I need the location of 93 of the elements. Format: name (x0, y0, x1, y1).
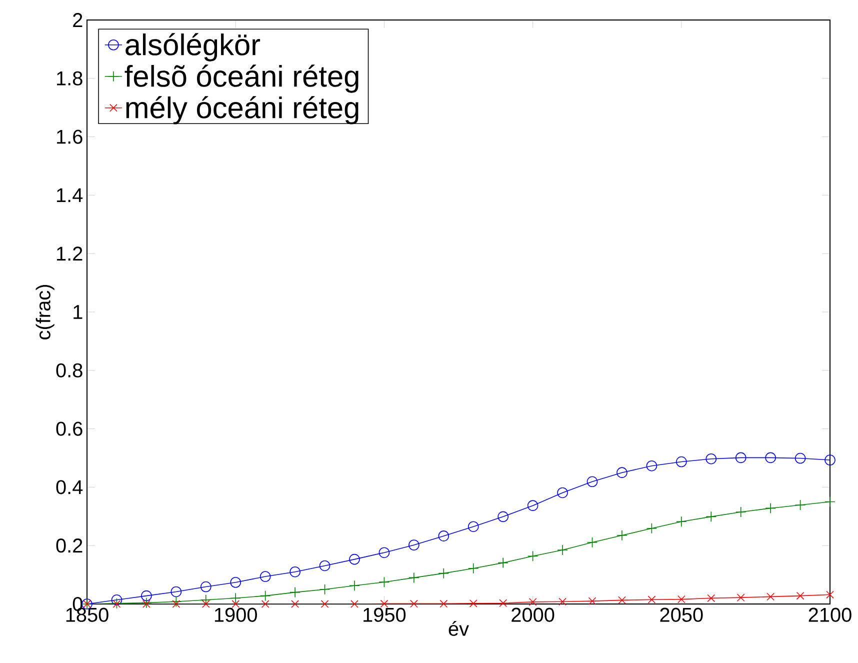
point (618, 596, 626, 604)
x-tick-label: 1900 (214, 608, 257, 622)
point (736, 594, 745, 602)
point (735, 506, 746, 518)
point (232, 600, 240, 608)
point (586, 476, 598, 488)
point (826, 590, 834, 599)
point (794, 500, 806, 510)
x-tick-label: 2050 (660, 608, 703, 622)
y-tick-label: 0.6 (56, 422, 82, 436)
point (378, 576, 390, 588)
point (824, 496, 836, 508)
point (765, 452, 776, 464)
point (438, 568, 450, 579)
point (468, 562, 479, 574)
legend-label: alsólégkör (126, 33, 260, 62)
point (319, 584, 330, 595)
x-tick-label: 2100 (808, 608, 852, 622)
x-tick-label: 2000 (512, 608, 554, 622)
y-tick-label: 1.8 (57, 71, 82, 86)
point (824, 454, 836, 466)
point (320, 600, 329, 608)
y-tick-label: 1 (74, 305, 82, 319)
point (291, 600, 299, 608)
point (794, 452, 806, 464)
point (290, 566, 300, 578)
point (260, 571, 271, 582)
point (677, 595, 686, 604)
point (469, 599, 478, 608)
point (170, 596, 182, 608)
point (141, 590, 152, 602)
point (141, 597, 152, 608)
point (438, 530, 450, 542)
point (648, 596, 656, 604)
point (706, 453, 717, 464)
point (408, 540, 420, 550)
point (410, 600, 418, 608)
y-tick-label: 1.4 (57, 188, 83, 202)
point (528, 598, 537, 606)
point (527, 500, 538, 511)
point (440, 600, 448, 608)
point (349, 580, 360, 591)
y-tick-label: 1.6 (57, 130, 82, 144)
point (498, 511, 508, 522)
y-tick-label: 1.2 (57, 246, 82, 261)
point (260, 590, 271, 602)
point (676, 456, 687, 468)
y-tick-label: 2 (73, 13, 82, 27)
point (616, 467, 628, 478)
legend-label: mély óceáni réteg (126, 96, 358, 124)
point (616, 530, 628, 541)
point (707, 594, 716, 602)
point (230, 592, 242, 604)
point (557, 487, 568, 498)
point (706, 511, 717, 522)
point (557, 544, 568, 556)
point (588, 597, 596, 605)
y-axis-title: c(frac) (36, 284, 54, 340)
point (142, 600, 150, 608)
point (468, 521, 479, 532)
point (527, 550, 538, 562)
point (290, 586, 300, 598)
point (586, 536, 598, 548)
x-tick-label: 1950 (364, 608, 406, 622)
point (111, 594, 122, 606)
point (261, 600, 270, 608)
point (200, 581, 212, 592)
x-axis-title: év (448, 621, 469, 636)
point (408, 572, 420, 584)
point (172, 600, 180, 608)
y-tick-label: 0.4 (56, 480, 83, 494)
point (765, 502, 776, 514)
point (349, 554, 360, 565)
point (498, 557, 508, 568)
y-tick-label: 0.2 (56, 538, 82, 553)
point (796, 592, 804, 600)
point (378, 547, 390, 558)
point (499, 599, 508, 608)
point (200, 594, 212, 606)
point (766, 592, 775, 601)
point (380, 600, 388, 608)
point (646, 460, 658, 472)
point (558, 598, 566, 606)
point (646, 522, 658, 534)
point (676, 516, 687, 528)
point (735, 452, 746, 464)
point (319, 560, 330, 572)
legend-label: felsõ óceáni réteg (124, 64, 358, 93)
point (230, 576, 242, 588)
point (202, 600, 210, 608)
point (170, 586, 182, 598)
point (350, 600, 358, 608)
y-tick-label: 0.8 (56, 363, 82, 378)
